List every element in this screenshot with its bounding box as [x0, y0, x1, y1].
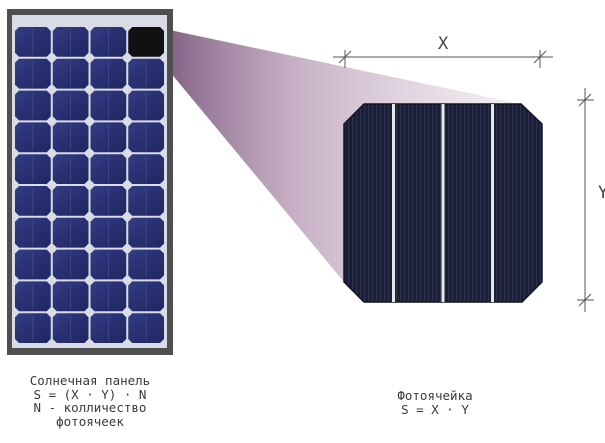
panel-caption-line: N - колличество [33, 400, 147, 415]
dimension-x-label: X [438, 34, 449, 54]
dimension-y-label: Y [598, 183, 605, 203]
cell-busbars [392, 104, 494, 302]
panel-caption-line: фотоячеек [56, 413, 124, 429]
cell-busbar [441, 104, 445, 302]
panel-caption: Солнечная панель S = (X · Y) · N N - кол… [0, 374, 180, 428]
cell-busbar [392, 104, 395, 302]
cell-caption-line: Фотоячейка [397, 388, 473, 403]
panel-cell-grid [15, 27, 164, 343]
panel-caption-line: S = (X · Y) · N [33, 386, 147, 402]
panel-cell-highlighted [128, 27, 164, 57]
cell-caption: Фотоячейка S = X · Y [370, 389, 500, 416]
cell-caption-line: S = X · Y [401, 401, 469, 417]
dimension-y [577, 88, 594, 312]
dimension-x [333, 50, 553, 68]
panel-caption-line: Солнечная панель [29, 373, 151, 388]
cell-busbar [491, 104, 494, 302]
solar-panel [7, 9, 173, 355]
photovoltaic-cell [343, 103, 543, 303]
